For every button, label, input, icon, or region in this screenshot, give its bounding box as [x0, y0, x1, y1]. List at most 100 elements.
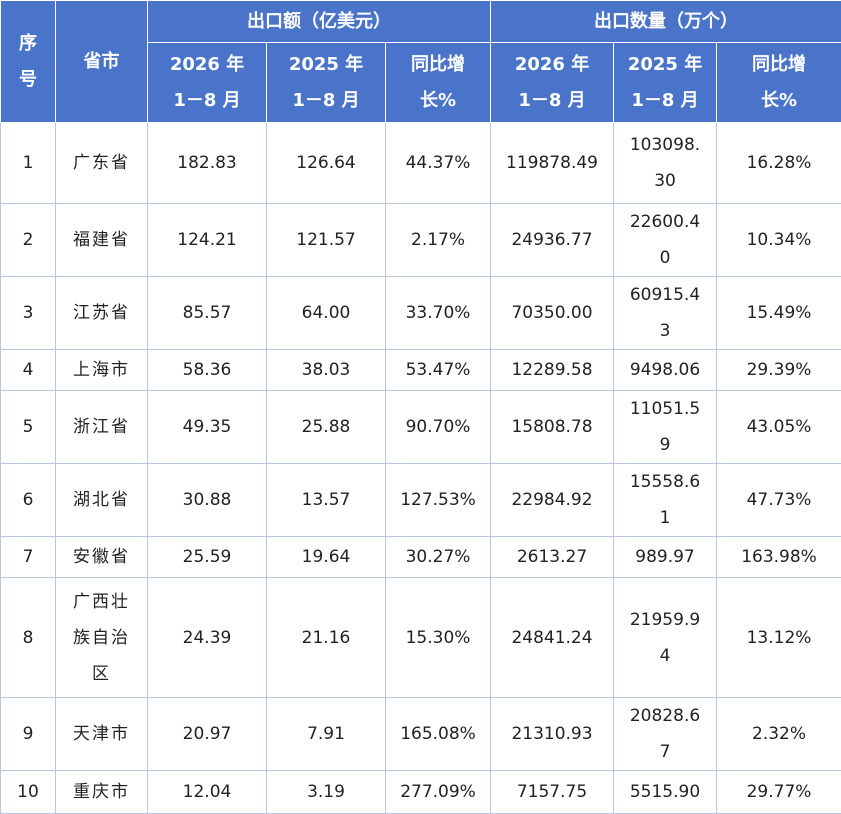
table-cell: 上海市 [56, 350, 148, 391]
cell-text: 13.12% [717, 620, 841, 656]
header-cell: 同比增长% [386, 43, 491, 123]
table-cell: 60915.43 [614, 277, 717, 350]
cell-text: 29.39% [717, 352, 841, 388]
cell-text: 6 [1, 482, 55, 518]
table-cell: 121.57 [267, 204, 386, 277]
cell-text: 25.59 [148, 539, 266, 575]
table-cell: 182.83 [148, 123, 267, 204]
table-cell: 2613.27 [491, 537, 614, 578]
cell-text: 90.70% [386, 409, 490, 445]
header-text: 同比增长% [410, 47, 466, 119]
region-name: 天津市 [73, 716, 131, 752]
cell-text: 103098.30 [625, 127, 705, 199]
cell-text: 5515.90 [625, 774, 705, 810]
cell-text: 124.21 [148, 222, 266, 258]
cell-text: 165.08% [386, 716, 490, 752]
cell-text: 15.30% [386, 620, 490, 656]
cell-text: 21959.94 [625, 602, 705, 674]
table-cell: 15808.78 [491, 391, 614, 464]
table-cell: 安徽省 [56, 537, 148, 578]
cell-text: 64.00 [267, 295, 385, 331]
header-text: 2026 年 1－8 月 [514, 47, 590, 119]
table-cell: 2.32% [717, 698, 841, 771]
cell-text: 3.19 [267, 774, 385, 810]
cell-text: 119878.49 [491, 145, 613, 181]
cell-text: 30.88 [148, 482, 266, 518]
header-cell: 省市 [56, 1, 148, 123]
table-cell: 126.64 [267, 123, 386, 204]
cell-text: 127.53% [386, 482, 490, 518]
cell-text: 19.64 [267, 539, 385, 575]
table-cell: 7.91 [267, 698, 386, 771]
header-group: 出口数量（万个） [491, 1, 841, 43]
table-cell: 103098.30 [614, 123, 717, 204]
cell-text: 1 [1, 145, 55, 181]
region-name: 广东省 [73, 145, 131, 181]
table-cell: 15.49% [717, 277, 841, 350]
cell-text: 43.05% [717, 409, 841, 445]
region-name: 重庆市 [73, 774, 131, 810]
table-cell: 21959.94 [614, 578, 717, 698]
region-name: 福建省 [73, 222, 131, 258]
table-cell: 43.05% [717, 391, 841, 464]
cell-text: 2 [1, 222, 55, 258]
table-cell: 277.09% [386, 771, 491, 814]
cell-text: 10 [1, 774, 55, 810]
cell-text: 38.03 [267, 352, 385, 388]
cell-text: 47.73% [717, 482, 841, 518]
table-cell: 53.47% [386, 350, 491, 391]
table-cell: 20.97 [148, 698, 267, 771]
table-cell: 44.37% [386, 123, 491, 204]
table-cell: 10 [1, 771, 56, 814]
cell-text: 25.88 [267, 409, 385, 445]
cell-text: 16.28% [717, 145, 841, 181]
cell-text: 5 [1, 409, 55, 445]
cell-text: 49.35 [148, 409, 266, 445]
table-cell: 广西壮族自治区 [56, 578, 148, 698]
table-cell: 湖北省 [56, 464, 148, 537]
table-cell: 24841.24 [491, 578, 614, 698]
table-cell: 25.88 [267, 391, 386, 464]
table-cell: 21.16 [267, 578, 386, 698]
table-cell: 6 [1, 464, 56, 537]
cell-text: 53.47% [386, 352, 490, 388]
cell-text: 60915.43 [625, 277, 705, 349]
region-name: 江苏省 [73, 295, 131, 331]
table-cell: 25.59 [148, 537, 267, 578]
table-cell: 9498.06 [614, 350, 717, 391]
table-cell: 127.53% [386, 464, 491, 537]
cell-text: 15558.61 [625, 464, 705, 536]
table-cell: 8 [1, 578, 56, 698]
cell-text: 85.57 [148, 295, 266, 331]
table-cell: 33.70% [386, 277, 491, 350]
table-cell: 12.04 [148, 771, 267, 814]
table-cell: 90.70% [386, 391, 491, 464]
cell-text: 22600.40 [625, 204, 705, 276]
table-cell: 江苏省 [56, 277, 148, 350]
table-cell: 119878.49 [491, 123, 614, 204]
table-cell: 30.88 [148, 464, 267, 537]
table-cell: 1 [1, 123, 56, 204]
cell-text: 989.97 [625, 539, 705, 575]
cell-text: 20828.67 [625, 698, 705, 770]
table-cell: 2 [1, 204, 56, 277]
header-text: 同比增长% [751, 47, 807, 119]
table-cell: 福建省 [56, 204, 148, 277]
header-text: 2025 年 1－8 月 [288, 47, 364, 119]
header-text: 序号 [18, 26, 38, 98]
table-cell: 29.39% [717, 350, 841, 391]
table-cell: 24.39 [148, 578, 267, 698]
table-cell: 21310.93 [491, 698, 614, 771]
cell-text: 7 [1, 539, 55, 575]
cell-text: 12.04 [148, 774, 266, 810]
table-cell: 163.98% [717, 537, 841, 578]
